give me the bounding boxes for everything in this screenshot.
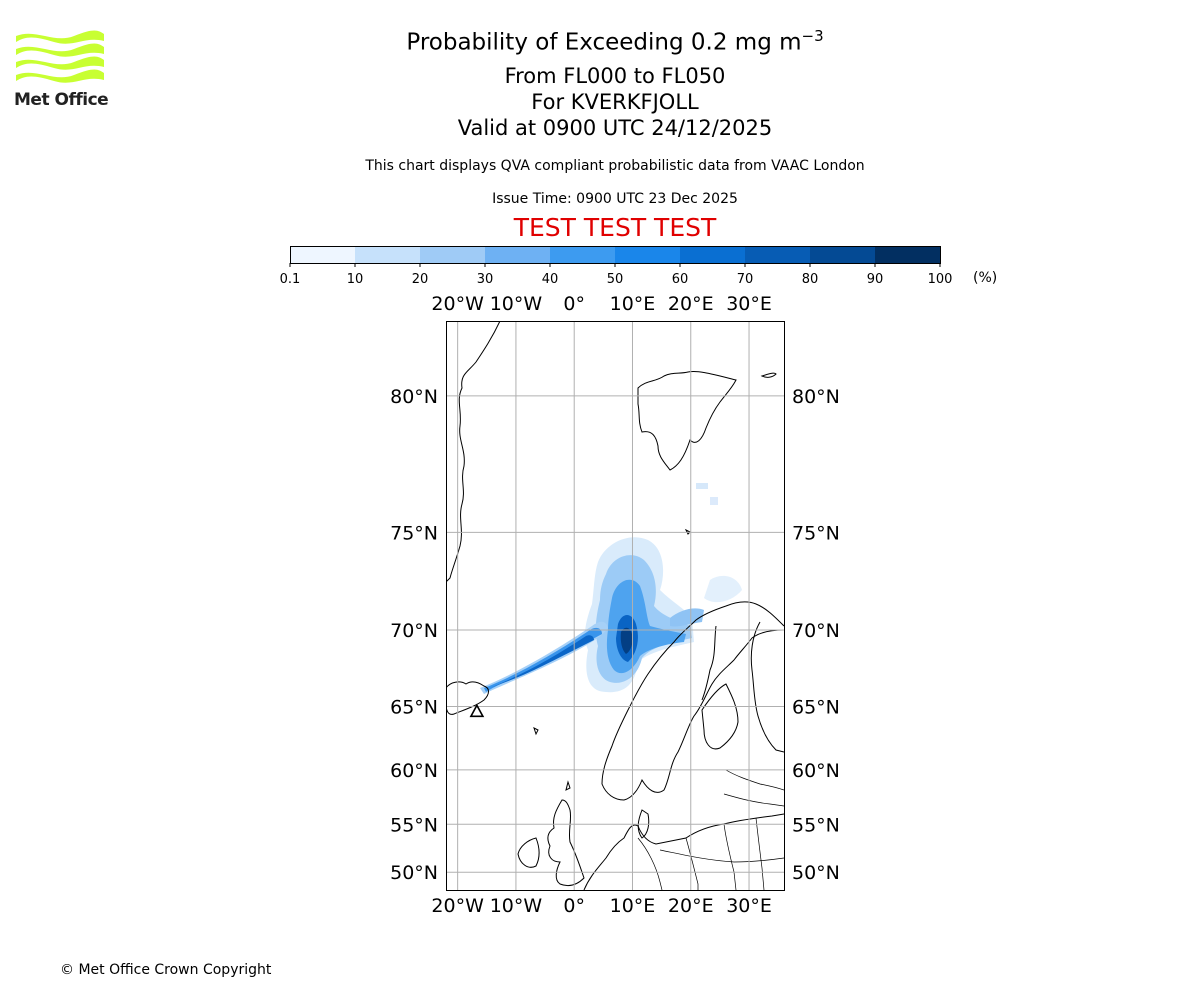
colorbar-tick-label: 80 — [802, 272, 819, 287]
longitude-label: 20°W — [431, 293, 484, 315]
latitude-label: 60°N — [792, 760, 840, 782]
colorbar-segment — [355, 246, 421, 263]
latitude-label: 70°N — [390, 620, 438, 642]
colorbar-tick-label: 20 — [412, 272, 429, 287]
colorbar-segment — [680, 246, 746, 263]
latitude-label: 65°N — [390, 697, 438, 719]
colorbar-tick-label: 60 — [672, 272, 689, 287]
longitude-label: 0° — [563, 293, 585, 315]
longitude-label: 20°W — [431, 895, 484, 917]
volcano-name: For KVERKFJOLL — [531, 90, 699, 114]
colorbar-segment — [550, 246, 616, 263]
colorbar-segment — [420, 246, 486, 263]
axis-labels: 20°W 20°W 10°W 10°W 0° 0° 10°E 10°E 20°E 20°E 30°E… — [390, 293, 840, 917]
latitude-label: 60°N — [390, 760, 438, 782]
longitude-label: 10°E — [610, 293, 656, 315]
copyright: © Met Office Crown Copyright — [60, 962, 272, 978]
longitude-label: 20°E — [668, 895, 714, 917]
latitude-label: 70°N — [792, 620, 840, 642]
latitude-label: 80°N — [792, 386, 840, 408]
colorbar-tick-label: 90 — [867, 272, 884, 287]
longitude-label: 10°E — [610, 895, 656, 917]
test-banner: TEST TEST TEST — [513, 213, 717, 242]
latitude-label: 55°N — [390, 814, 438, 836]
latitude-label: 50°N — [792, 862, 840, 884]
met-office-logo-text: Met Office — [14, 90, 109, 110]
longitude-label: 30°E — [726, 895, 772, 917]
colorbar-segment — [745, 246, 811, 263]
longitude-label: 10°W — [490, 293, 543, 315]
latitude-label: 75°N — [792, 522, 840, 544]
map-content — [446, 321, 784, 890]
volcano-marker — [469, 703, 485, 718]
chart-title: Probability of Exceeding 0.2 mg m−3 — [0, 27, 1200, 56]
map: 20°W 20°W 10°W 10°W 0° 0° 10°E 10°E 20°E 20°E 30°E… — [390, 293, 840, 917]
met-office-logo-waves-icon — [16, 30, 104, 83]
longitude-label: 10°W — [490, 895, 543, 917]
title-line1-prefix: Probability of Exceeding 0.2 mg m — [406, 29, 802, 56]
colorbar-tick-label: 100 — [928, 272, 953, 287]
latitude-label: 75°N — [390, 522, 438, 544]
latitude-label: 65°N — [792, 697, 840, 719]
colorbar-tick-label: 0.1 — [280, 272, 301, 287]
flight-level-range: From FL000 to FL050 — [504, 64, 726, 88]
colorbar-tick-label: 70 — [737, 272, 754, 287]
colorbar-tick-label: 30 — [477, 272, 494, 287]
ash-plume — [480, 483, 742, 694]
colorbar-segment — [875, 246, 941, 263]
issue-time: Issue Time: 0900 UTC 23 Dec 2025 — [492, 191, 738, 207]
volcano-triangle-icon — [469, 703, 485, 718]
valid-time: Valid at 0900 UTC 24/12/2025 — [457, 116, 773, 140]
map-frame — [446, 321, 785, 891]
colorbar-tick-label: 50 — [607, 272, 624, 287]
colorbar-segment — [615, 246, 681, 263]
colorbar-tick-label: 10 — [347, 272, 364, 287]
colorbar-segment — [485, 246, 551, 263]
longitude-label: 0° — [563, 895, 585, 917]
title-exponent: −3 — [801, 27, 824, 45]
colorbar-segment — [290, 246, 356, 263]
country-borders — [637, 769, 784, 890]
latitude-label: 55°N — [792, 814, 840, 836]
gridlines — [446, 321, 784, 890]
colorbar-tick-label: 40 — [542, 272, 559, 287]
colorbar-segment — [810, 246, 876, 263]
colorbar: 0.1 10 20 30 40 50 60 70 80 90 100 — [280, 246, 953, 287]
latitude-label: 50°N — [390, 862, 438, 884]
longitude-label: 30°E — [726, 293, 772, 315]
longitude-label: 20°E — [668, 293, 714, 315]
subtitle: This chart displays QVA compliant probab… — [365, 158, 865, 174]
latitude-label: 80°N — [390, 386, 438, 408]
colorbar-units: (%) — [973, 270, 998, 286]
